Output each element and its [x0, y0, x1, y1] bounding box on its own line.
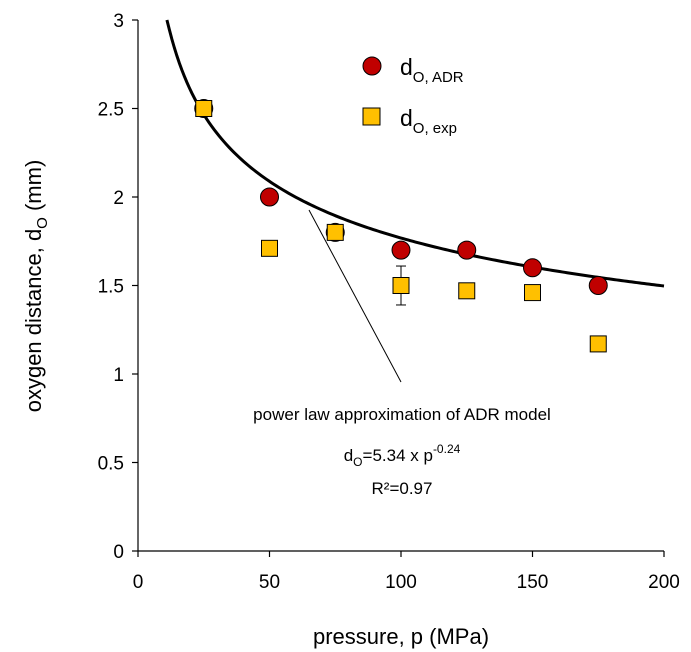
exp-point: [195, 100, 213, 117]
annotation-equation: dO=5.34 x p-0.24: [344, 442, 461, 469]
legend-marker-adr: [362, 56, 382, 76]
adr-point: [523, 258, 542, 278]
legend: dO, ADR dO, exp: [362, 54, 464, 137]
y-tick-label: 3: [113, 11, 124, 32]
x-ticks: 0 50 100 150 200: [133, 551, 680, 593]
y-tick-label: 0: [113, 542, 124, 563]
exp-point: [524, 284, 541, 302]
legend-label-adr: dO, ADR: [400, 54, 464, 86]
y-tick-label: 2: [113, 188, 124, 209]
adr-point: [457, 240, 477, 260]
annotation-pointer-line: [308, 209, 402, 383]
annotation-r2: R²=0.97: [372, 479, 433, 498]
series-layer: [194, 99, 608, 353]
x-tick-label: 0: [133, 572, 144, 593]
x-tick-label: 50: [259, 572, 280, 593]
x-tick-label: 150: [517, 572, 549, 593]
adr-point: [260, 187, 279, 207]
exp-point: [326, 223, 344, 241]
exp-point: [392, 277, 410, 294]
y-axis-title: oxygen distance, dO (mm): [21, 160, 51, 413]
legend-marker-exp: [362, 107, 381, 126]
y-tick-label: 0.5: [98, 454, 124, 475]
adr-point: [588, 276, 608, 295]
y-ticks: 0 0.5 1 1.5 2 2.5 3: [98, 11, 138, 563]
x-axis-title: pressure, p (MPa): [313, 624, 489, 649]
fit-annotation: power law approximation of ADR model dO=…: [253, 405, 551, 498]
x-tick-label: 200: [648, 572, 680, 593]
y-tick-label: 1.5: [98, 277, 124, 298]
adr-point: [391, 240, 411, 260]
power-law-fit-curve: [165, 19, 665, 288]
exp-point: [261, 239, 278, 257]
exp-point: [458, 282, 476, 300]
legend-label-exp: dO, exp: [400, 105, 457, 137]
y-tick-label: 2.5: [98, 100, 124, 121]
x-tick-label: 100: [385, 572, 417, 593]
y-tick-label: 1: [113, 365, 124, 386]
annotation-title: power law approximation of ADR model: [253, 405, 551, 424]
exp-point: [589, 335, 607, 353]
